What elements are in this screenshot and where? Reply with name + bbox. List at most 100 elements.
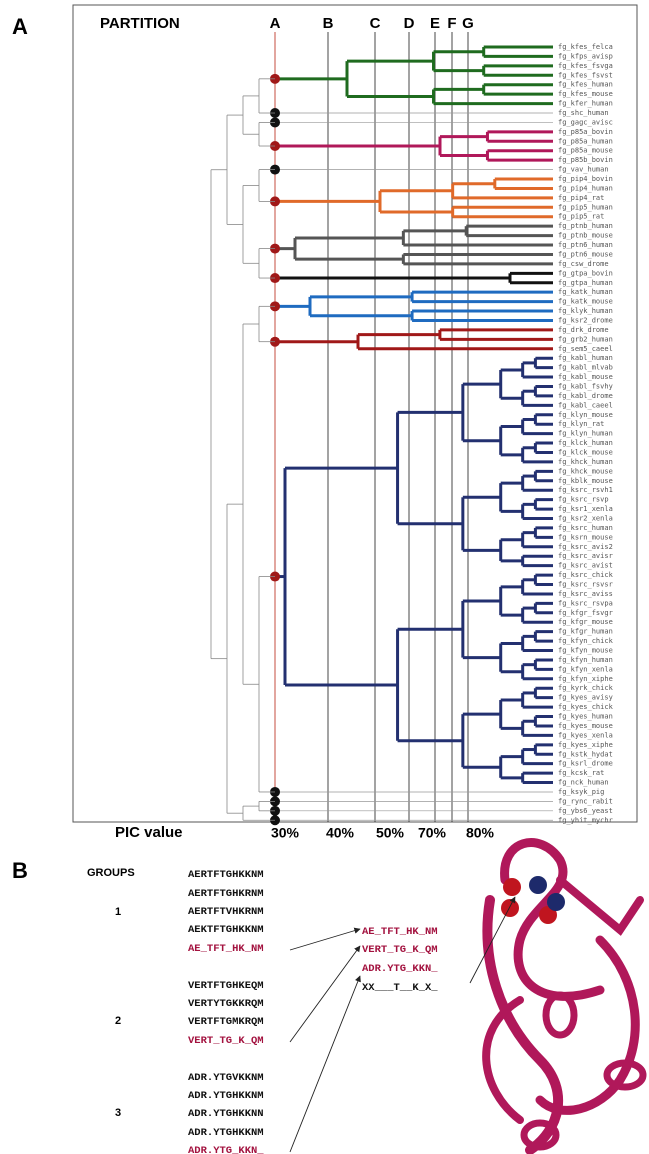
leaf-label: fg_klyn_human	[558, 430, 613, 438]
leaf-label: fg_nck_human	[558, 779, 609, 787]
leaf-label: fg_p85a_human	[558, 137, 613, 145]
leaf-label: fg_kstk_hydat	[558, 750, 613, 758]
protein-structure	[482, 838, 647, 1154]
sequence: ADR.YTGVKKNM	[188, 1072, 264, 1084]
leaf-label: fg_kfer_human	[558, 100, 613, 108]
leaf-label: fg_kyes_chick	[558, 703, 614, 711]
group-consensus: VERT_TG_K_QM	[188, 1035, 264, 1047]
leaf-label: fg_kfes_felca	[558, 43, 613, 51]
sequence: VERTFTGMKRQM	[188, 1016, 264, 1028]
leaf-label: fg_drk_drome	[558, 326, 609, 334]
leaf-label: fg_grb2_human	[558, 335, 613, 343]
groups-title: GROUPS	[87, 867, 135, 879]
combined-consensus: XX___T__K_X_	[362, 982, 438, 994]
sequence: VERTYTGKKRQM	[188, 998, 264, 1010]
pic-value: 70%	[418, 825, 447, 841]
leaf-label: fg_kyes_xiphe	[558, 741, 613, 749]
leaf-label: fg_kfes_human	[558, 81, 613, 89]
leaf-label: fg_gtpa_human	[558, 279, 613, 287]
leaf-label: fg_p85b_bovin	[558, 156, 613, 164]
leaf-label: fg_gagc_avisc	[558, 118, 613, 126]
merged-consensus: AE_TFT_HK_NM	[362, 926, 438, 938]
leaf-label: fg_kfyn_xenla	[558, 665, 613, 673]
leaf-label: fg_kyes_mouse	[558, 722, 613, 730]
group-number: 1	[115, 906, 121, 918]
leaf-label: fg_ksrn_mouse	[558, 533, 613, 541]
leaf-label: fg_ksrc_aviss	[558, 590, 613, 598]
leaf-label: fg_pip4_rat	[558, 194, 604, 202]
leaf-label: fg_klck_human	[558, 439, 613, 447]
arrow	[289, 975, 361, 1153]
panel-label: A	[12, 14, 28, 39]
leaf-label: fg_rync_rabit	[558, 797, 613, 805]
leaf-label: fg_kfes_mouse	[558, 90, 613, 98]
partition-label: C	[370, 15, 381, 32]
leaf-label: fg_kabl_fsvhy	[558, 382, 613, 390]
leaf-label: fg_ptnb_human	[558, 222, 613, 230]
leaf-label: fg_kcsk_rat	[558, 769, 604, 777]
leaf-label: fg_khck_human	[558, 458, 613, 466]
sequence: AERTFTGHKKNM	[188, 869, 264, 881]
arrow	[289, 945, 361, 1043]
leaf-label: fg_ksrc_avis2	[558, 543, 613, 551]
leaf-label: fg_kfgr_human	[558, 628, 613, 636]
leaf-label: fg_shc_human	[558, 109, 609, 117]
leaf-label: fg_ksrc_rsvp	[558, 496, 609, 504]
leaf-label: fg_p85a_mouse	[558, 147, 613, 155]
leaf-label: fg_pip4_bovin	[558, 175, 613, 183]
leaf-label: fg_ksyk_pig	[558, 788, 604, 796]
leaf-label: fg_kfyn_xiphe	[558, 675, 613, 683]
leaf-label: fg_vav_human	[558, 166, 609, 174]
merged-consensus: ADR.YTG_KKN_	[362, 963, 438, 975]
leaf-label: fg_kyes_xenla	[558, 731, 613, 739]
leaf-label: fg_kfes_fsvst	[558, 71, 613, 79]
leaf-label: fg_ksrl_drome	[558, 760, 613, 768]
leaf-label: fg_pip5_human	[558, 203, 613, 211]
leaf-label: fg_kyes_avisy	[558, 694, 613, 702]
sequence: ADR.YTGHKKNN	[188, 1108, 264, 1120]
pic-value: 30%	[271, 825, 300, 841]
partition-label: G	[462, 15, 474, 32]
leaf-label: fg_katk_mouse	[558, 298, 613, 306]
leaf-label: fg_ksrc_chick	[558, 571, 614, 579]
leaf-label: fg_kfes_fsvga	[558, 62, 613, 70]
leaf-label: fg_kfgr_mouse	[558, 618, 613, 626]
leaf-label: fg_sem5_caeel	[558, 345, 613, 353]
leaf-label: fg_kabl_human	[558, 354, 613, 362]
leaf-label: fg_klyn_mouse	[558, 411, 613, 419]
sequence: ADR.YTGHKKNM	[188, 1127, 264, 1139]
leaf-label: fg_ptn6_mouse	[558, 250, 613, 258]
leaf-label: fg_klyk_human	[558, 307, 613, 315]
leaf-label: fg_ksr2_drome	[558, 316, 613, 324]
panel-label: B	[12, 858, 28, 883]
sequence: VERTFTGHKEQM	[188, 980, 264, 992]
leaf-label: fg_pip4_human	[558, 184, 613, 192]
sequence: AERTFTVHKRNM	[188, 906, 264, 918]
leaf-label: fg_ksrc_avisr	[558, 552, 613, 560]
leaf-label: fg_p85a_bovin	[558, 128, 613, 136]
group-consensus: AE_TFT_HK_NM	[188, 943, 264, 955]
leaf-label: fg_ksrc_rsvh1	[558, 486, 613, 494]
merged-consensus: VERT_TG_K_QM	[362, 944, 438, 956]
leaf-label: fg_kfgr_fsvgr	[558, 609, 613, 617]
arrow	[469, 896, 516, 984]
leaf-label: fg_yhit_mychr	[558, 816, 613, 824]
leaf-label: fg_kfyn_chick	[558, 637, 614, 645]
arrow	[289, 927, 361, 951]
partition-label: B	[323, 15, 334, 32]
group-number: 2	[115, 1015, 121, 1027]
leaf-label: fg_pip5_rat	[558, 213, 604, 221]
leaf-label: fg_ksrc_rsvsr	[558, 581, 613, 589]
leaf-label: fg_ptn6_human	[558, 241, 613, 249]
leaf-label: fg_klck_mouse	[558, 448, 613, 456]
leaf-label: fg_kyrk_chick	[558, 684, 614, 692]
pic-value: 80%	[466, 825, 495, 841]
leaf-label: fg_kabl_mouse	[558, 373, 613, 381]
leaf-label: fg_kabl_mlvab	[558, 364, 613, 372]
leaf-label: fg_katk_human	[558, 288, 613, 296]
partition-label: A	[270, 15, 281, 32]
group-consensus: ADR.YTG_KKN_	[188, 1145, 264, 1154]
leaf-label: fg_kfyn_human	[558, 656, 613, 664]
leaf-label: fg_ksr1_xenla	[558, 505, 613, 513]
